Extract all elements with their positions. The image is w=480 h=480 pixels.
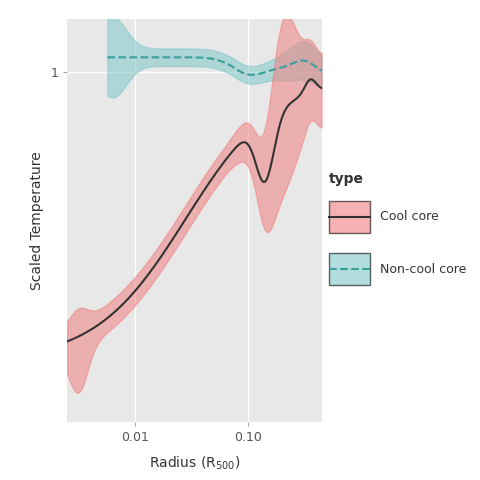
FancyBboxPatch shape [329, 253, 370, 285]
Text: type: type [329, 172, 364, 186]
Y-axis label: Scaled Temperature: Scaled Temperature [30, 151, 44, 290]
Text: Non-cool core: Non-cool core [380, 263, 467, 276]
FancyBboxPatch shape [329, 201, 370, 233]
Text: Cool core: Cool core [380, 210, 439, 223]
Text: Radius (R$_{500}$): Radius (R$_{500}$) [149, 455, 240, 472]
